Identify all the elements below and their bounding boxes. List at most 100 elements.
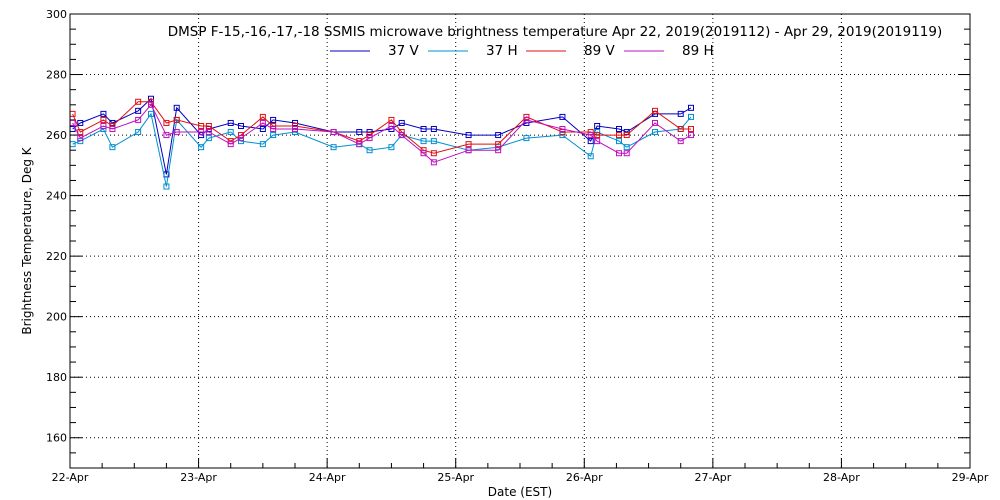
y-axis-title: Brightness Temperature, Deg K	[20, 146, 34, 334]
data-point-37-h	[594, 129, 601, 136]
y-tick-label: 240	[46, 190, 67, 203]
data-point-37-h	[688, 113, 694, 120]
data-point-37-h	[623, 144, 630, 151]
data-point-89-h	[173, 129, 180, 136]
data-point-37-h	[330, 144, 337, 151]
data-point-37-h	[587, 153, 594, 160]
data-point-89-v	[292, 122, 298, 129]
data-point-89-v	[430, 150, 437, 157]
series-89-h	[69, 101, 694, 166]
x-axis-title: Date (EST)	[488, 485, 552, 499]
y-tick-label: 180	[46, 371, 67, 384]
data-point-89-h	[677, 138, 684, 145]
data-point-37-h	[148, 110, 154, 117]
data-point-89-h	[109, 126, 116, 133]
data-point-89-h	[270, 126, 277, 133]
data-point-89-h	[430, 159, 437, 166]
data-point-37-h	[109, 144, 116, 151]
data-point-89-h	[495, 147, 502, 154]
x-tick-label: 29-Apr	[952, 471, 989, 484]
axis-ticks	[69, 13, 971, 469]
data-point-89-v	[495, 141, 502, 148]
data-point-37-v	[688, 104, 694, 111]
data-point-37-v	[148, 95, 154, 102]
y-tick-label: 220	[46, 250, 67, 263]
data-point-37-v	[227, 119, 234, 126]
data-point-89-v	[388, 116, 395, 123]
data-point-37-h	[198, 144, 205, 151]
data-point-37-h	[652, 129, 658, 136]
x-tick-label: 27-Apr	[694, 471, 731, 484]
data-point-37-h	[205, 135, 212, 142]
data-point-89-v	[623, 132, 630, 139]
data-point-89-h	[652, 119, 658, 126]
data-point-89-h	[616, 150, 622, 157]
data-point-89-h	[100, 122, 107, 129]
data-point-89-h	[356, 141, 363, 148]
legend: 37 V 37 H 89 V 89 H	[330, 43, 714, 59]
data-point-37-v	[587, 138, 594, 145]
data-point-37-v	[135, 107, 142, 114]
data-point-37-v	[173, 104, 180, 111]
data-point-37-h	[259, 141, 266, 148]
data-point-89-h	[163, 132, 170, 139]
data-point-89-h	[688, 132, 694, 139]
data-point-37-h	[135, 129, 142, 136]
axis-tick-labels: 160 180 200 220 240 260 280 300 22-Apr 23-Apr 24-A…	[46, 8, 989, 484]
y-tick-label: 280	[46, 69, 67, 82]
data-point-89-v	[198, 122, 205, 129]
data-point-37-h	[388, 144, 395, 151]
data-point-89-v	[559, 129, 566, 136]
data-point-37-h	[616, 138, 622, 145]
data-point-89-h	[523, 116, 530, 123]
data-point-37-v	[198, 132, 205, 139]
data-point-89-v	[616, 132, 622, 139]
data-point-89-h	[366, 135, 373, 142]
data-point-89-v	[77, 129, 84, 136]
data-point-37-h	[163, 183, 170, 190]
plot-frame	[69, 13, 971, 469]
data-point-89-v	[688, 126, 694, 133]
data-point-37-v	[616, 126, 622, 133]
data-point-37-v	[292, 119, 298, 126]
data-point-89-v	[652, 107, 658, 114]
series-89-v	[69, 98, 694, 157]
legend-item-37-h: 37 H	[428, 43, 518, 59]
data-point-37-h	[270, 132, 277, 139]
x-tick-label: 25-Apr	[437, 471, 474, 484]
data-point-89-h	[398, 132, 405, 139]
data-point-89-v	[465, 141, 472, 148]
data-point-37-v	[238, 122, 244, 129]
data-point-89-h	[227, 141, 234, 148]
legend-label-89-h: 89 H	[682, 43, 714, 59]
data-point-89-v	[163, 119, 170, 126]
data-point-89-v	[677, 126, 684, 133]
data-point-89-v	[259, 113, 266, 120]
data-point-89-h	[388, 122, 395, 129]
data-point-37-h	[523, 135, 530, 142]
data-point-37-h	[430, 138, 437, 145]
data-point-89-h	[198, 129, 205, 136]
legend-item-89-v: 89 V	[526, 43, 615, 59]
data-point-37-v	[420, 126, 427, 133]
data-point-37-v	[594, 122, 601, 129]
x-tick-label: 23-Apr	[180, 471, 217, 484]
data-point-89-h	[259, 119, 266, 126]
data-point-37-h	[366, 147, 373, 154]
data-point-37-v	[259, 126, 266, 133]
data-point-89-v	[205, 122, 212, 129]
data-point-89-h	[205, 129, 212, 136]
data-point-37-h	[227, 129, 234, 136]
legend-label-89-v: 89 V	[584, 43, 615, 59]
data-point-89-h	[587, 132, 594, 139]
x-tick-label: 26-Apr	[566, 471, 603, 484]
y-tick-label: 200	[46, 311, 67, 324]
legend-label-37-h: 37 H	[486, 43, 518, 59]
data-point-37-v	[559, 113, 566, 120]
data-point-89-v	[100, 116, 107, 123]
data-point-89-h	[330, 129, 337, 136]
legend-item-89-h: 89 H	[624, 43, 714, 59]
data-point-37-v	[465, 132, 472, 139]
